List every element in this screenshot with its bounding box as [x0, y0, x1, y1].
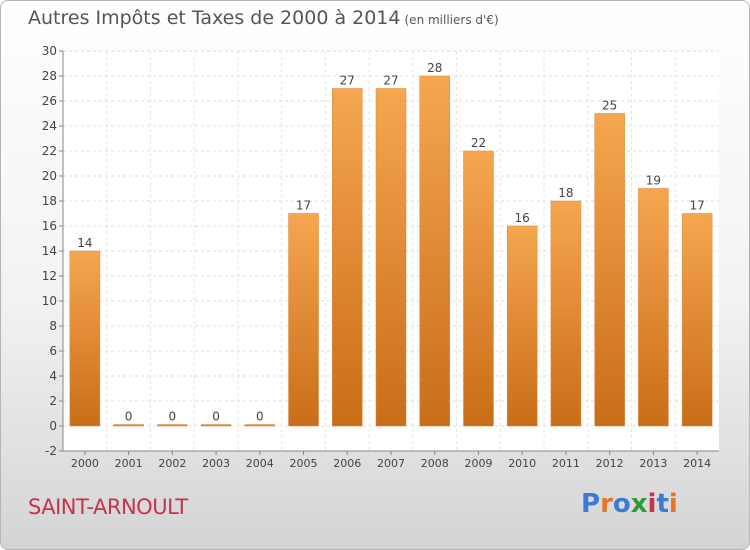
y-tick-label: 0	[49, 419, 57, 433]
y-tick-label: 4	[49, 369, 57, 383]
y-tick-label: 16	[42, 219, 57, 233]
x-tick-label: 2002	[158, 457, 186, 470]
data-label: 19	[646, 174, 661, 188]
x-tick-label: 2008	[421, 457, 449, 470]
y-tick-label: 2	[49, 394, 57, 408]
y-tick-label: 26	[42, 94, 57, 108]
x-tick-label: 2013	[639, 457, 667, 470]
proxiti-logo: Proxiti	[581, 489, 678, 519]
logo-letter: x	[630, 489, 648, 519]
data-label: 14	[77, 236, 92, 250]
bar	[594, 113, 625, 427]
bar	[244, 424, 276, 427]
bar	[200, 424, 232, 427]
data-label: 0	[212, 410, 220, 424]
logo-letter: o	[612, 489, 631, 519]
x-tick-label: 2004	[246, 457, 274, 470]
bar	[638, 188, 669, 427]
y-tick-label: 8	[49, 319, 57, 333]
x-tick-label: 2001	[115, 457, 143, 470]
y-tick-label: 14	[42, 244, 57, 258]
x-tick-label: 2012	[596, 457, 624, 470]
bar	[419, 75, 450, 427]
x-tick-label: 2000	[71, 457, 99, 470]
title-text: Autres Impôts et Taxes de 2000 à 2014	[28, 7, 401, 29]
bar	[463, 150, 494, 427]
data-label: 28	[427, 61, 442, 75]
x-tick-label: 2011	[552, 457, 580, 470]
bar	[506, 225, 538, 427]
x-tick-label: 2007	[377, 457, 405, 470]
data-label: 18	[558, 186, 573, 200]
bar	[157, 424, 188, 427]
bar	[550, 200, 582, 427]
y-tick-label: 18	[42, 194, 57, 208]
data-label: 17	[296, 199, 311, 213]
unit-label: (en milliers d'€)	[404, 13, 499, 27]
logo-letter: i	[647, 489, 657, 519]
data-label: 16	[515, 211, 530, 225]
y-tick-label: 10	[42, 294, 57, 308]
y-tick-label: 28	[42, 69, 57, 83]
data-label: 25	[602, 99, 617, 113]
data-label: 0	[256, 410, 264, 424]
bar	[681, 213, 713, 427]
data-label: 27	[340, 74, 355, 88]
y-tick-label: 30	[42, 44, 57, 58]
y-tick-label: 22	[42, 144, 57, 158]
y-tick-label: 24	[42, 119, 57, 133]
bar	[113, 424, 144, 427]
bar	[288, 213, 319, 427]
data-label: 27	[383, 74, 398, 88]
data-label: 17	[689, 199, 704, 213]
x-tick-label: 2010	[508, 457, 536, 470]
chart-title: Autres Impôts et Taxes de 2000 à 2014 (en…	[28, 7, 499, 29]
bar	[375, 88, 407, 427]
commune-name: SAINT-ARNOULT	[28, 495, 188, 519]
x-tick-label: 2009	[464, 457, 492, 470]
logo-letter: r	[600, 489, 613, 519]
logo-letter: i	[668, 489, 678, 519]
logo-letter: P	[581, 489, 601, 519]
data-label: 22	[471, 136, 486, 150]
bar	[332, 88, 363, 427]
y-tick-label: 6	[49, 344, 57, 358]
bar	[69, 250, 101, 427]
data-label: 0	[125, 410, 133, 424]
y-tick-label: 20	[42, 169, 57, 183]
y-tick-label: 12	[42, 269, 57, 283]
x-tick-label: 2006	[333, 457, 361, 470]
x-tick-label: 2014	[683, 457, 711, 470]
x-tick-label: 2005	[290, 457, 318, 470]
x-tick-label: 2003	[202, 457, 230, 470]
logo-letter: t	[656, 489, 669, 519]
y-tick-label: -2	[45, 444, 57, 458]
data-label: 0	[169, 410, 177, 424]
